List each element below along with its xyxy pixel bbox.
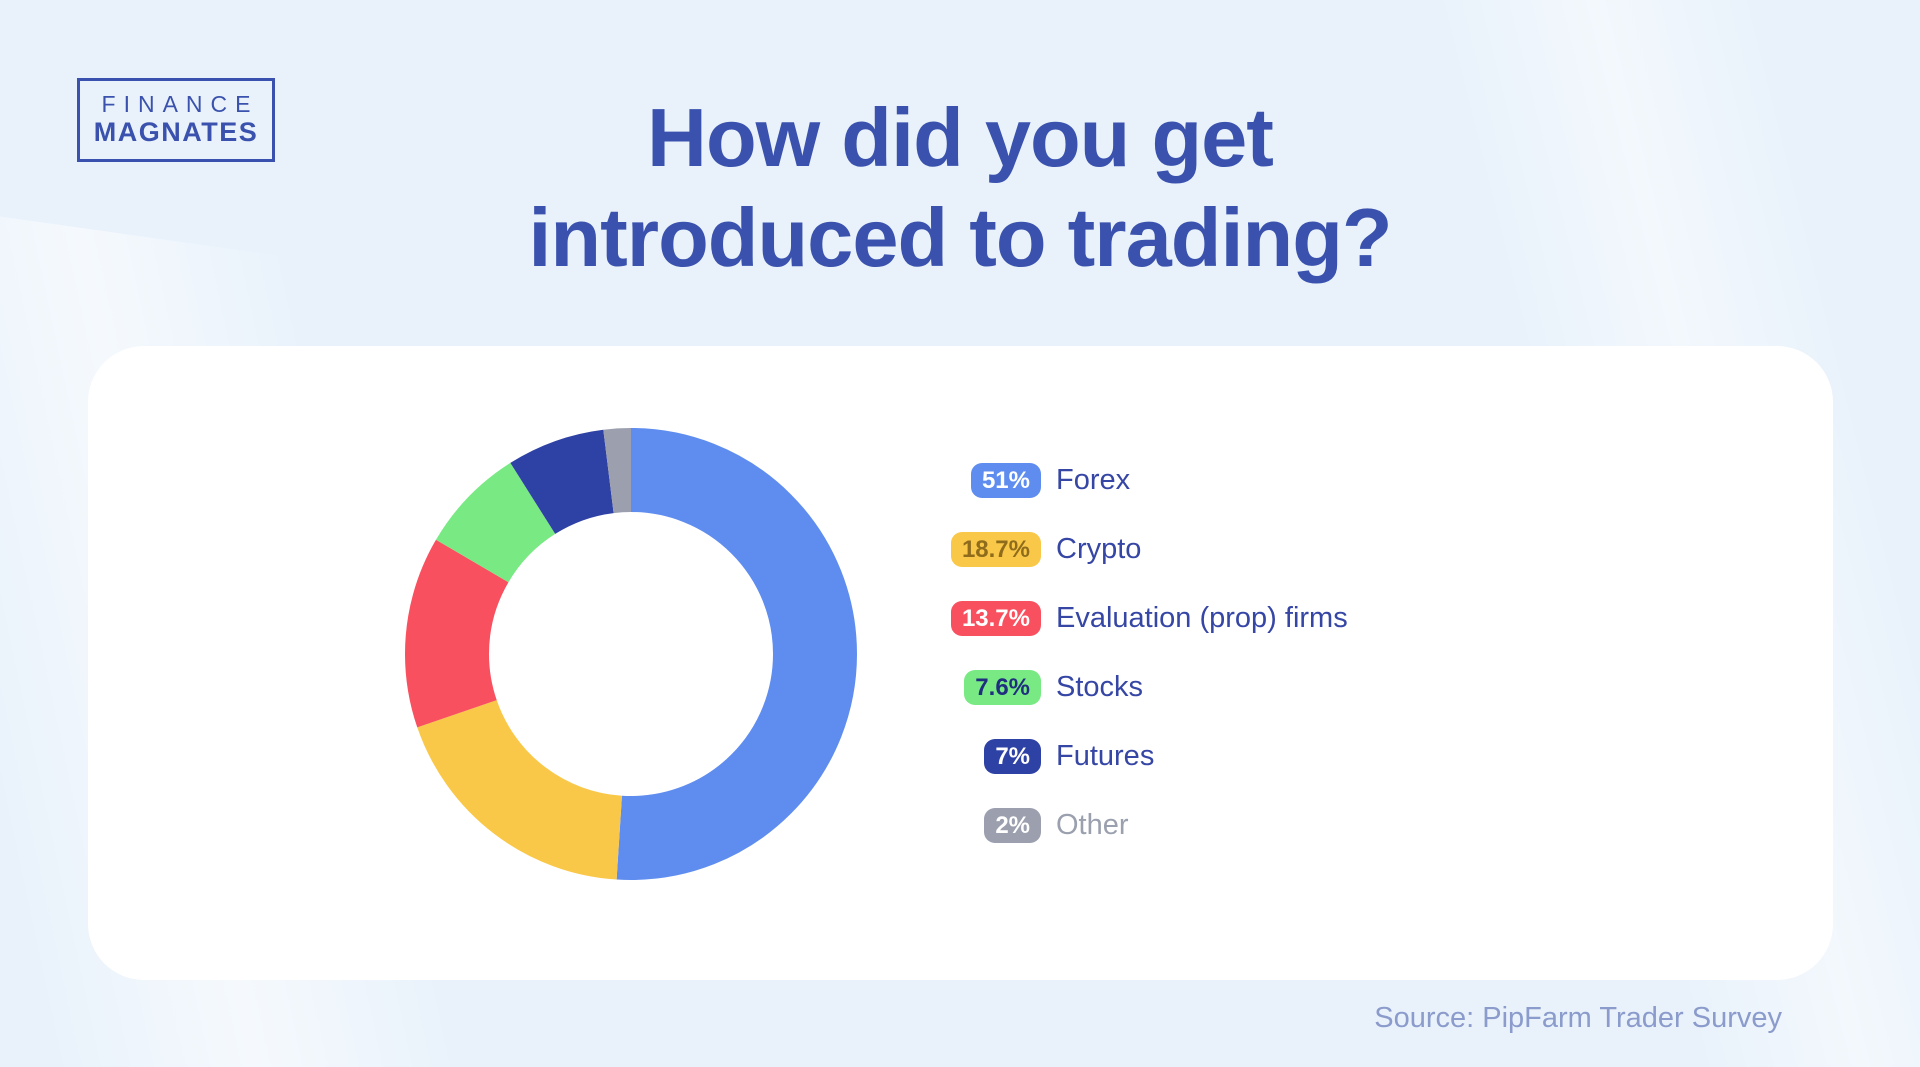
legend-badge: 7% xyxy=(984,739,1041,774)
source-note: Source: PipFarm Trader Survey xyxy=(1374,1002,1782,1034)
legend-label: Other xyxy=(1056,809,1129,841)
legend-badge: 2% xyxy=(984,808,1041,843)
legend-label: Forex xyxy=(1056,464,1131,496)
finance-magnates-logo: FINANCE MAGNATES xyxy=(77,78,275,162)
legend-label: Evaluation (prop) firms xyxy=(1056,602,1348,634)
page-title: How did you get introduced to trading? xyxy=(0,88,1920,287)
donut-segment-evaluation-prop-firms xyxy=(405,428,857,880)
legend-item: 51% Forex xyxy=(963,463,1348,498)
legend-badge-column: 7% xyxy=(963,739,1041,774)
legend-item: 7.6% Stocks xyxy=(963,670,1348,705)
legend-label: Futures xyxy=(1056,740,1155,772)
legend-badge-column: 51% xyxy=(963,463,1041,498)
title-line-1: How did you get xyxy=(647,91,1274,184)
legend-badge-column: 7.6% xyxy=(963,670,1041,705)
legend-label: Stocks xyxy=(1056,671,1144,703)
chart-card: 51% Forex 18.7% Crypto 13.7% Evaluation … xyxy=(88,346,1833,980)
legend: 51% Forex 18.7% Crypto 13.7% Evaluation … xyxy=(950,463,1348,843)
legend-item: 18.7% Crypto xyxy=(950,532,1348,567)
legend-badge-column: 13.7% xyxy=(950,601,1041,636)
legend-badge-column: 18.7% xyxy=(950,532,1041,567)
legend-badge: 51% xyxy=(970,463,1041,498)
legend-badge: 7.6% xyxy=(964,670,1041,705)
legend-badge: 18.7% xyxy=(950,532,1041,567)
donut-segment-other xyxy=(405,428,857,880)
legend-label: Crypto xyxy=(1056,533,1142,565)
donut-chart xyxy=(405,428,857,880)
logo-line-magnates: MAGNATES xyxy=(93,117,259,148)
legend-badge: 13.7% xyxy=(950,601,1041,636)
logo-line-finance: FINANCE xyxy=(101,90,259,117)
legend-item: 7% Futures xyxy=(963,739,1348,774)
title-line-2: introduced to trading? xyxy=(528,190,1392,284)
legend-item: 13.7% Evaluation (prop) firms xyxy=(950,601,1348,636)
legend-item: 2% Other xyxy=(963,808,1348,843)
legend-badge-column: 2% xyxy=(963,808,1041,843)
